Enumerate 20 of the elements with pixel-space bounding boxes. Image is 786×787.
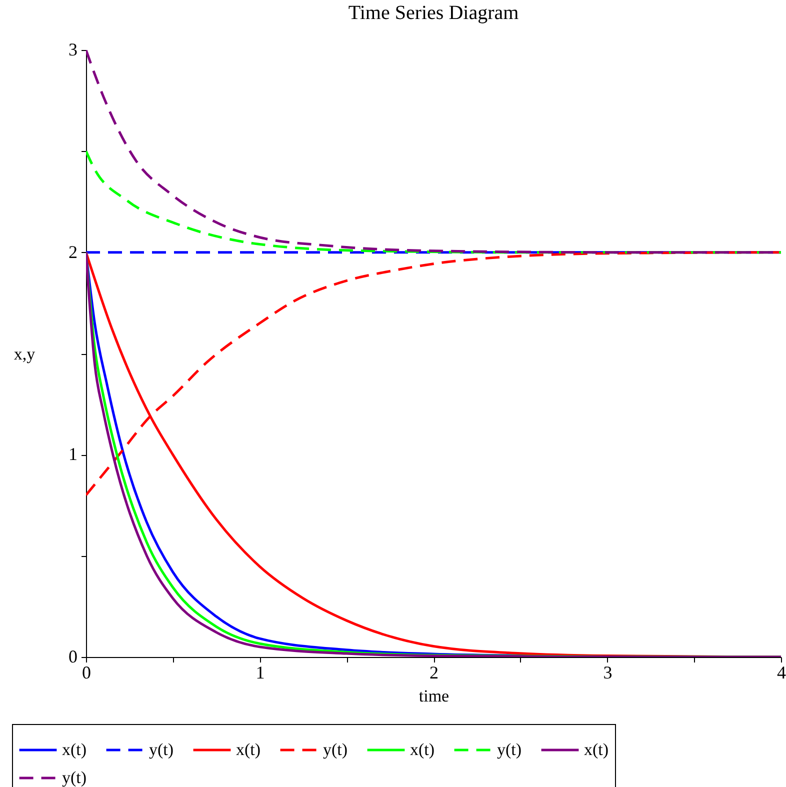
legend-label: y(t) <box>62 768 87 787</box>
y-tick-label: 3 <box>68 40 78 60</box>
y-tick-label: 1 <box>68 444 78 464</box>
x-axis-title: time <box>418 686 450 706</box>
legend-label: x(t) <box>62 740 87 759</box>
x-tick-label: 4 <box>777 662 786 682</box>
x-tick-label: 3 <box>603 662 612 682</box>
legend-label: y(t) <box>323 740 348 759</box>
x-tick-label: 1 <box>256 662 265 682</box>
x-tick-label: 0 <box>82 662 91 682</box>
y-tick-label: 0 <box>68 646 78 666</box>
legend-label: x(t) <box>410 740 435 759</box>
chart-title: Time Series Diagram <box>348 2 520 24</box>
y-tick-label: 2 <box>68 242 78 262</box>
legend-label: y(t) <box>497 740 522 759</box>
legend-label: x(t) <box>236 740 261 759</box>
x-tick-label: 2 <box>430 662 438 682</box>
legend-label: x(t) <box>584 740 609 759</box>
legend-label: y(t) <box>149 740 174 759</box>
y-axis-title: x,y <box>14 344 36 364</box>
